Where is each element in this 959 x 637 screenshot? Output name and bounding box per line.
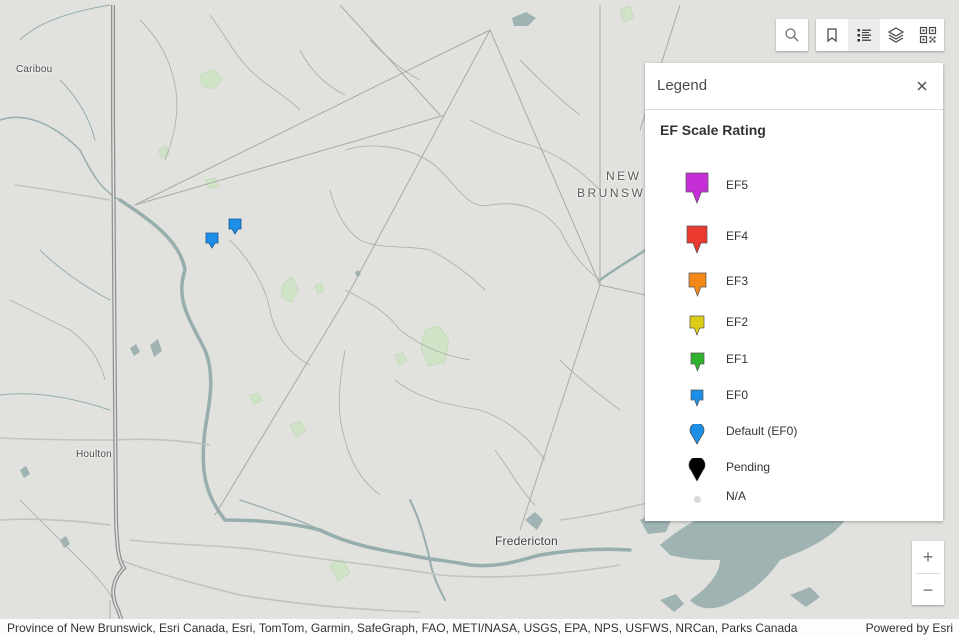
search-button[interactable]: [776, 19, 808, 51]
widget-toolbar: [816, 19, 944, 51]
layers-icon: [887, 27, 905, 43]
legend-item: EF3: [645, 269, 943, 299]
legend-item-label: N/A: [726, 489, 747, 503]
search-icon: [785, 28, 799, 42]
water-bodies: [20, 12, 845, 612]
tornado-marker-ef0[interactable]: [228, 218, 244, 236]
province-label-line1: NEW: [606, 169, 642, 183]
place-label-houlton: Houlton: [76, 449, 112, 460]
legend-item: Default (EF0): [645, 419, 943, 449]
legend-item-label: EF1: [726, 352, 749, 366]
bookmark-icon: [827, 28, 837, 43]
tornado-marker-ef0[interactable]: [205, 232, 221, 250]
province-label-line2: BRUNSW: [577, 186, 646, 200]
legend-item-label: EF4: [726, 229, 749, 243]
bookmarks-button[interactable]: [816, 19, 848, 51]
qr-code-icon: [919, 26, 937, 44]
search-toolbar: [776, 19, 808, 51]
place-label-fredericton: Fredericton: [495, 534, 558, 548]
legend-list-icon: [857, 29, 871, 42]
legend-item: EF5: [645, 172, 943, 204]
creeks: [9, 14, 621, 606]
legend-item: EF0: [645, 383, 943, 413]
close-icon: [917, 81, 927, 91]
zoom-out-button[interactable]: −: [922, 579, 934, 600]
zoom-controls: + −: [912, 541, 944, 605]
layers-button[interactable]: [880, 19, 912, 51]
legend-item-label: EF5: [726, 178, 749, 192]
legend-item: EF2: [645, 310, 943, 340]
highway: [111, 5, 127, 631]
legend-button[interactable]: [848, 19, 880, 51]
legend-header: Legend: [645, 63, 943, 110]
legend-item-label: EF0: [726, 388, 749, 402]
place-label-caribou: Caribou: [16, 64, 53, 75]
boundaries: [134, 4, 681, 531]
attribution-text: Province of New Brunswick, Esri Canada, …: [7, 621, 798, 635]
legend-panel: Legend EF Scale Rating EF5 EF4 EF3 EF2 EF1 EF…: [645, 63, 943, 521]
park-areas: [157, 5, 635, 582]
legend-item: Pending: [645, 455, 943, 485]
attribution-bar: Province of New Brunswick, Esri Canada, …: [0, 619, 959, 637]
legend-item: N/A: [645, 484, 943, 514]
legend-item-label: Pending: [726, 460, 771, 474]
zoom-in-button[interactable]: +: [922, 546, 934, 567]
legend-item-label: EF3: [726, 274, 749, 288]
legend-item: EF4: [645, 224, 943, 254]
legend-item-label: Default (EF0): [726, 424, 798, 438]
powered-by-esri-link[interactable]: Powered by Esri: [865, 621, 953, 635]
legend-title: Legend: [657, 77, 708, 94]
legend-item: EF1: [645, 347, 943, 377]
legend-layer-title: EF Scale Rating: [660, 122, 766, 138]
qr-code-button[interactable]: [912, 19, 944, 51]
legend-item-label: EF2: [726, 315, 749, 329]
zoom-divider: [916, 573, 940, 574]
legend-close-button[interactable]: [911, 75, 933, 97]
